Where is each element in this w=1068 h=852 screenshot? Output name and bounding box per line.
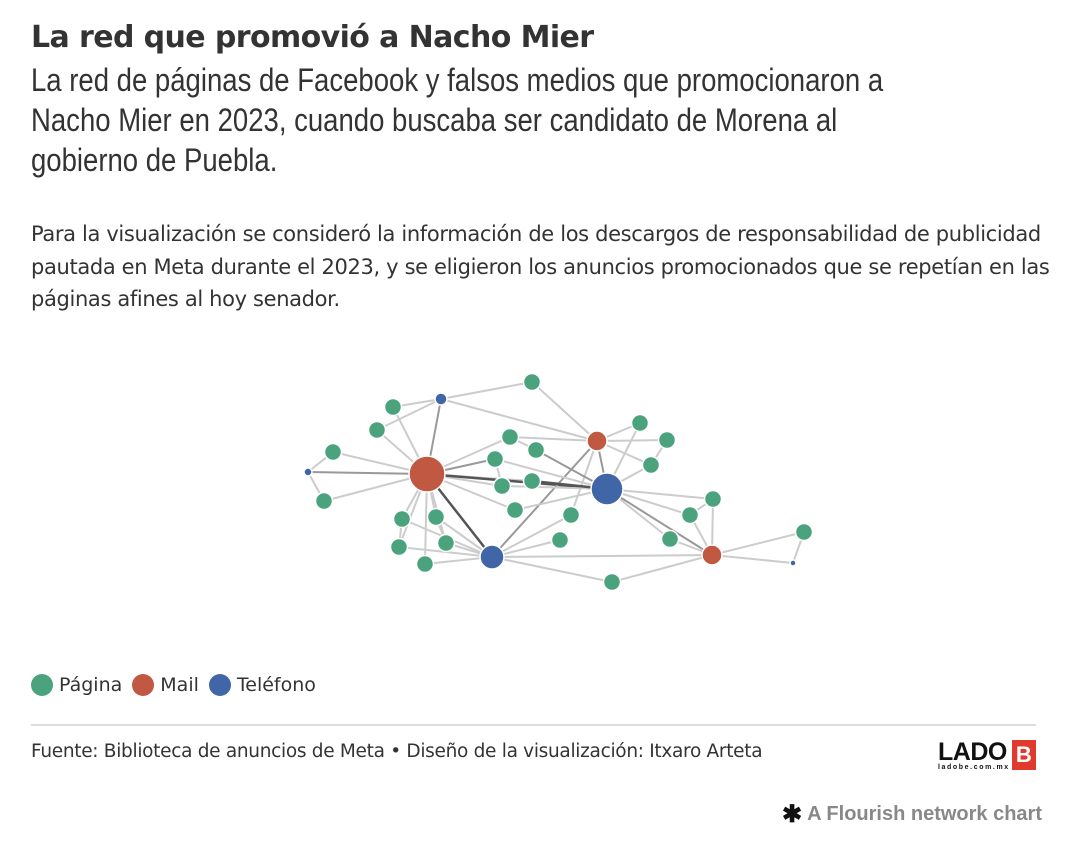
node-pagina-P13[interactable] xyxy=(426,507,446,527)
chart-title: La red que promovió a Nacho Mier xyxy=(31,20,594,55)
node-telefono-T2[interactable] xyxy=(479,544,505,570)
edge-M1-T4 xyxy=(307,471,428,475)
nodes-layer xyxy=(303,372,814,592)
legend-item-mail[interactable]: Mail xyxy=(132,674,199,696)
node-mail-M1[interactable] xyxy=(408,455,446,493)
edge-T1-P8 xyxy=(494,458,608,490)
node-pagina-P25[interactable] xyxy=(602,572,622,592)
legend-swatch-pagina xyxy=(31,674,53,696)
node-telefono-T3[interactable] xyxy=(434,392,448,406)
node-mail-M2[interactable] xyxy=(586,430,608,452)
legend-label: Mail xyxy=(160,674,199,696)
node-telefono-T1[interactable] xyxy=(590,472,624,506)
logo-text: LADO xyxy=(938,738,1007,766)
chart-subtitle: La red de páginas de Facebook y falsos m… xyxy=(31,62,884,178)
node-pagina-P4[interactable] xyxy=(323,442,343,462)
node-pagina-P1[interactable] xyxy=(522,372,542,392)
edge-T2-P25 xyxy=(491,556,613,583)
edge-M3-P25 xyxy=(611,554,713,583)
edge-T3-P1 xyxy=(440,381,533,400)
edge-M3-T5 xyxy=(711,554,794,564)
edge-T1-P22 xyxy=(606,488,714,500)
edge-T3-P3 xyxy=(376,398,442,431)
edge-T1-P9 xyxy=(501,485,608,490)
flourish-asterisk-icon: ✱ xyxy=(782,800,803,828)
node-pagina-P24[interactable] xyxy=(660,529,680,549)
node-telefono-T5[interactable] xyxy=(789,559,797,567)
node-pagina-P6[interactable] xyxy=(500,427,520,447)
footer-divider xyxy=(31,724,1036,726)
edge-M2-T2 xyxy=(491,440,598,558)
node-pagina-P19[interactable] xyxy=(630,413,650,433)
node-pagina-P3[interactable] xyxy=(367,420,387,440)
flourish-credit-label: A Flourish network chart xyxy=(807,803,1042,825)
node-pagina-P12[interactable] xyxy=(392,509,412,529)
node-pagina-P14[interactable] xyxy=(389,537,409,557)
node-pagina-P17[interactable] xyxy=(561,505,581,525)
legend-label: Teléfono xyxy=(236,674,316,696)
legend-item-telefono[interactable]: Teléfono xyxy=(208,674,316,696)
node-pagina-P10[interactable] xyxy=(522,471,542,491)
node-pagina-P8[interactable] xyxy=(485,449,505,469)
node-pagina-P15[interactable] xyxy=(436,533,456,553)
logo-b-icon: B xyxy=(1011,740,1036,770)
legend-item-pagina[interactable]: Página xyxy=(31,674,122,696)
node-pagina-P20[interactable] xyxy=(657,430,677,450)
node-pagina-P9[interactable] xyxy=(492,476,512,496)
node-pagina-P18[interactable] xyxy=(550,530,570,550)
node-telefono-T4[interactable] xyxy=(303,467,313,477)
node-pagina-P26[interactable] xyxy=(794,522,814,542)
edge-T2-P17 xyxy=(491,514,572,558)
node-pagina-P2[interactable] xyxy=(383,397,403,417)
node-pagina-P16[interactable] xyxy=(415,554,435,574)
ladobe-logo[interactable]: LADO ladobe.com.mx B xyxy=(938,740,1036,772)
flourish-credit[interactable]: ✱ A Flourish network chart xyxy=(782,800,1042,828)
edge-M3-P26 xyxy=(711,531,805,556)
chart-description: Para la visualización se consideró la in… xyxy=(31,222,1050,311)
legend-swatch-telefono xyxy=(208,674,231,696)
node-pagina-P11[interactable] xyxy=(505,500,525,520)
edge-T1-M3 xyxy=(606,488,713,556)
node-pagina-P22[interactable] xyxy=(703,489,723,509)
edge-T2-M3 xyxy=(491,554,713,558)
node-pagina-P21[interactable] xyxy=(641,455,661,475)
logo-url: ladobe.com.mx xyxy=(938,764,1010,771)
node-mail-M3[interactable] xyxy=(701,544,723,566)
edge-T3-M2 xyxy=(440,398,598,442)
edge-M2-P6 xyxy=(509,436,598,442)
legend-swatch-mail xyxy=(132,674,155,696)
node-pagina-P23[interactable] xyxy=(680,505,700,525)
node-pagina-P5[interactable] xyxy=(314,491,334,511)
edges-layer xyxy=(307,381,805,583)
edge-M2-P17 xyxy=(570,440,598,516)
legend: Página Mail Teléfono xyxy=(31,674,326,696)
network-chart[interactable] xyxy=(0,360,1068,600)
source-note: Fuente: Biblioteca de anuncios de Meta •… xyxy=(31,741,763,762)
edge-P1-M2 xyxy=(531,381,598,442)
node-pagina-P7[interactable] xyxy=(526,440,546,460)
legend-label: Página xyxy=(59,674,123,696)
